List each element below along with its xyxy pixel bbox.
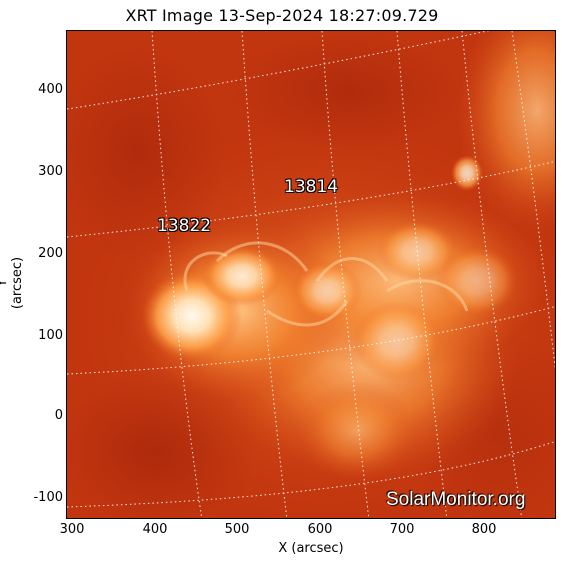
x-tick-label: 700 <box>389 522 415 537</box>
x-axis-label: X (arcsec) <box>278 541 344 556</box>
y-tick-label: 200 <box>38 246 63 261</box>
active-region-label: 13822 <box>157 216 212 236</box>
x-tick-label: 300 <box>59 522 85 537</box>
y-tick-label: 400 <box>38 82 63 97</box>
watermark: SolarMonitor.org <box>386 489 526 510</box>
active-region-label: 13814 <box>284 177 339 197</box>
y-tick-label: -100 <box>33 490 63 505</box>
x-tick-label: 800 <box>471 522 497 537</box>
y-tick-label: 0 <box>54 408 63 423</box>
solar-image-panel <box>66 30 556 519</box>
y-tick-label: 300 <box>38 164 63 179</box>
solar-image <box>67 31 555 518</box>
x-tick-label: 600 <box>307 522 333 537</box>
x-tick-label: 500 <box>224 522 250 537</box>
x-tick-label: 400 <box>142 522 168 537</box>
y-tick-label: 100 <box>38 328 63 343</box>
y-axis-label: Y (arcsec) <box>0 256 25 310</box>
image-title: XRT Image 13-Sep-2024 18:27:09.729 <box>125 6 439 25</box>
